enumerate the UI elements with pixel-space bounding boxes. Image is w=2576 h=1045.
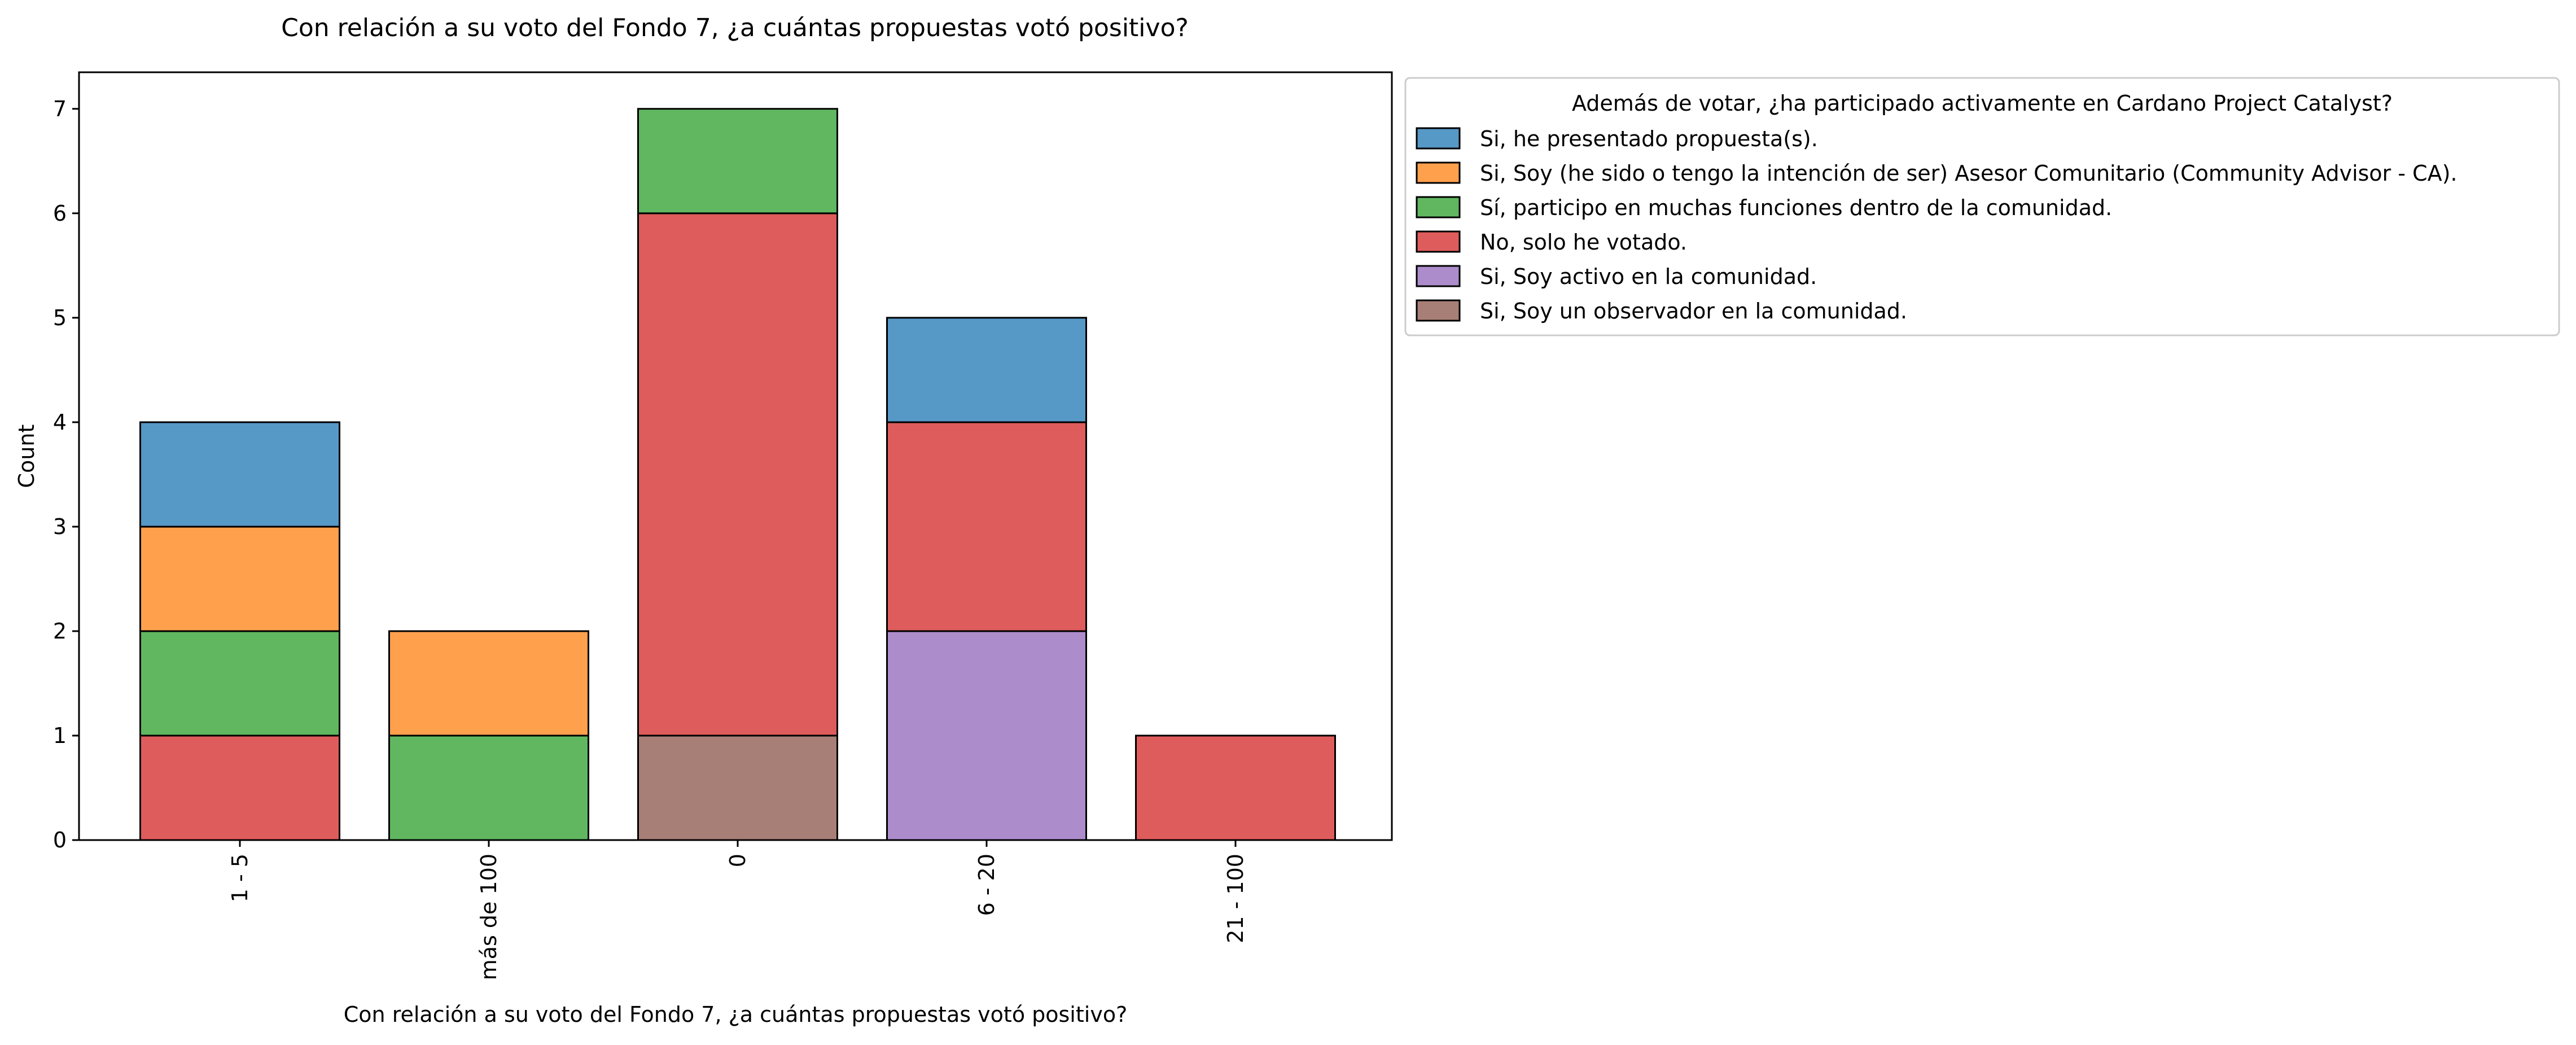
legend-swatch: [1416, 299, 1461, 322]
bar-segment: [637, 108, 838, 215]
bar-segment: [886, 630, 1087, 841]
x-tick-label: 0: [725, 854, 750, 867]
legend-title: Además de votar, ¿ha participado activam…: [1572, 91, 2393, 116]
legend-swatch: [1416, 127, 1461, 150]
x-tick-label: 1 - 5: [227, 854, 252, 902]
bar-segment: [886, 317, 1087, 423]
bar-segment: [388, 630, 589, 737]
y-tick-label: 0: [53, 828, 67, 852]
y-tick-label: 5: [53, 305, 67, 330]
bar-segment: [139, 421, 340, 528]
bar-segment: [886, 421, 1087, 632]
legend-label: Si, Soy (he sido o tengo la intención de…: [1480, 161, 2457, 186]
x-tick-label: 6 - 20: [974, 854, 999, 916]
bar-segment: [1135, 734, 1336, 841]
chart-title: Con relación a su voto del Fondo 7, ¿a c…: [281, 14, 1189, 42]
bar-segment: [637, 734, 838, 841]
legend-swatch: [1416, 161, 1461, 184]
y-tick-label: 6: [53, 201, 67, 226]
y-axis-label: Count: [14, 425, 39, 488]
legend-label: Si, Soy un observador en la comunidad.: [1480, 299, 1907, 323]
bar-segment: [139, 630, 340, 737]
bar-segment: [139, 734, 340, 841]
legend-label: No, solo he votado.: [1480, 230, 1687, 255]
y-tick-label: 2: [53, 619, 67, 644]
bar-segment: [139, 526, 340, 632]
bars-layer: [139, 108, 1336, 841]
legend-swatch: [1416, 196, 1461, 218]
x-axis: 1 - 5 más de 100 0 6 - 20 21 - 100: [227, 840, 1248, 980]
x-tick-label: más de 100: [476, 854, 501, 980]
y-tick-label: 1: [53, 723, 67, 748]
y-axis: 0 1 2 3 4 5 6 7: [53, 97, 79, 852]
y-tick-label: 7: [53, 97, 67, 121]
legend-label: Si, Soy activo en la comunidad.: [1480, 264, 1817, 289]
legend-swatch: [1416, 265, 1461, 287]
legend-items: Si, he presentado propuesta(s). Si, Soy (…: [1416, 126, 2457, 323]
bar-segment: [388, 734, 589, 841]
legend-frame: [1404, 77, 2560, 336]
legend-label: Si, he presentado propuesta(s).: [1480, 126, 1818, 151]
y-tick-label: 4: [53, 410, 67, 435]
bar-segment: [637, 212, 838, 737]
y-tick-label: 3: [53, 514, 67, 539]
plot-frame: [78, 71, 1393, 841]
legend-swatch: [1416, 230, 1461, 253]
legend: Además de votar, ¿ha participado activam…: [1404, 77, 2560, 336]
x-axis-label: Con relación a su voto del Fondo 7, ¿a c…: [344, 1002, 1127, 1027]
x-tick-label: 21 - 100: [1223, 854, 1248, 943]
legend-label: Sí, participo en muchas funciones dentro…: [1480, 195, 2112, 220]
